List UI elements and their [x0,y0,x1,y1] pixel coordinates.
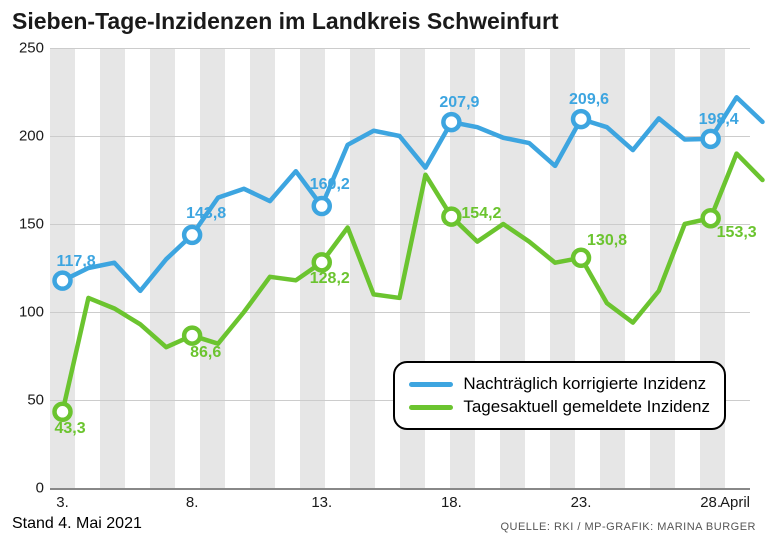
x-tick-label: 23. [571,494,592,511]
legend-item: Nachträglich korrigierte Inzidenz [409,374,710,394]
y-tick-label: 0 [6,480,44,497]
data-marker [55,404,71,420]
y-tick-label: 250 [6,40,44,57]
data-marker [573,250,589,266]
data-label: 128,2 [310,270,350,288]
legend-label: Nachträglich korrigierte Inzidenz [463,374,706,394]
data-marker [184,227,200,243]
legend-swatch [409,405,453,410]
x-tick-label: 3. [56,494,69,511]
baseline [50,488,750,490]
x-month-label: April [720,494,750,511]
legend-item: Tagesaktuell gemeldete Inzidenz [409,397,710,417]
series-line [63,97,763,291]
data-marker [314,198,330,214]
data-label: 153,3 [717,224,757,242]
legend: Nachträglich korrigierte Inzidenz Tagesak… [393,361,726,430]
data-label: 198,4 [699,111,739,129]
data-marker [573,111,589,127]
legend-swatch [409,382,453,387]
data-label: 43,3 [55,420,86,438]
date-label: Stand 4. Mai 2021 [12,515,142,533]
data-label: 86,6 [190,344,221,362]
data-marker [443,209,459,225]
data-label: 130,8 [587,232,627,250]
chart-title: Sieben-Tage-Inzidenzen im Landkreis Schw… [12,8,559,35]
source-label: Quelle: RKI / MP-Grafik: Marina Burger [500,521,756,533]
chart-container: Sieben-Tage-Inzidenzen im Landkreis Schw… [0,0,768,541]
data-label: 143,8 [186,205,226,223]
data-label: 209,6 [569,91,609,109]
data-marker [443,114,459,130]
data-label: 154,2 [461,205,501,223]
y-tick-label: 150 [6,216,44,233]
data-marker [55,273,71,289]
x-tick-label: 8. [186,494,199,511]
y-tick-label: 50 [6,392,44,409]
x-tick-label: 18. [441,494,462,511]
x-tick-label: 28. [700,494,721,511]
data-marker [314,254,330,270]
legend-label: Tagesaktuell gemeldete Inzidenz [463,397,710,417]
plot-area: 0501001502002503.8.13.18.23.28.April117,… [50,48,750,488]
y-tick-label: 100 [6,304,44,321]
data-label: 207,9 [439,94,479,112]
data-marker [184,328,200,344]
data-marker [703,131,719,147]
data-label: 117,8 [57,253,96,271]
y-tick-label: 200 [6,128,44,145]
data-label: 160,2 [310,176,350,194]
x-tick-label: 13. [311,494,332,511]
